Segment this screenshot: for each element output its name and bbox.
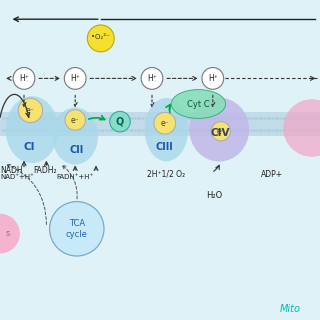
Text: TCA
cycle: TCA cycle: [66, 219, 88, 239]
Text: FADH₂: FADH₂: [34, 166, 57, 175]
Circle shape: [110, 111, 130, 132]
Text: CIV: CIV: [210, 128, 229, 138]
Circle shape: [283, 99, 320, 157]
Text: e⁻: e⁻: [71, 116, 79, 124]
Circle shape: [64, 68, 86, 89]
Text: FADH⁺+H⁺: FADH⁺+H⁺: [56, 174, 93, 180]
Text: H⁺: H⁺: [19, 74, 29, 83]
Text: NAD⁺+H⁺: NAD⁺+H⁺: [1, 174, 35, 180]
Text: Cyt C: Cyt C: [187, 100, 210, 108]
Circle shape: [211, 122, 230, 141]
Text: H₂O: H₂O: [206, 191, 222, 200]
Text: NADH: NADH: [1, 166, 23, 175]
Circle shape: [13, 68, 35, 89]
Text: H⁺: H⁺: [70, 74, 80, 83]
Circle shape: [0, 214, 20, 253]
Text: ADP+: ADP+: [261, 170, 283, 179]
Text: Q: Q: [116, 116, 124, 127]
Ellipse shape: [5, 96, 59, 163]
Text: CI: CI: [23, 142, 35, 152]
Circle shape: [202, 68, 224, 89]
Circle shape: [18, 98, 43, 123]
Text: H⁺: H⁺: [208, 74, 218, 83]
FancyBboxPatch shape: [0, 112, 320, 136]
Ellipse shape: [171, 90, 226, 118]
Circle shape: [50, 202, 104, 256]
Text: 2H⁺1/2 O₂: 2H⁺1/2 O₂: [147, 170, 186, 179]
Circle shape: [141, 68, 163, 89]
Text: s: s: [6, 229, 10, 238]
Ellipse shape: [52, 108, 98, 164]
Text: e⁻: e⁻: [161, 119, 169, 128]
Circle shape: [65, 110, 85, 130]
Text: CII: CII: [70, 145, 84, 156]
Circle shape: [154, 112, 176, 134]
Text: e⁻: e⁻: [26, 106, 35, 115]
Text: •O₂²⁻: •O₂²⁻: [92, 34, 110, 40]
Ellipse shape: [145, 98, 188, 161]
Circle shape: [87, 25, 114, 52]
Text: e⁻: e⁻: [217, 127, 225, 136]
Text: Mito: Mito: [280, 304, 301, 314]
Text: CIII: CIII: [156, 142, 174, 152]
Text: H⁺: H⁺: [147, 74, 157, 83]
Ellipse shape: [189, 98, 249, 162]
